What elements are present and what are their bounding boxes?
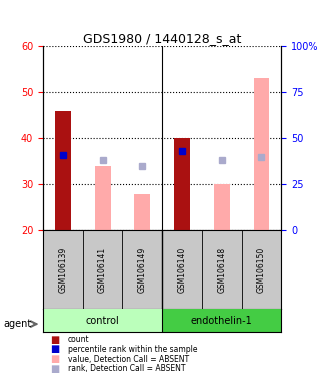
Bar [214, 184, 230, 230]
Text: agent: agent [3, 319, 31, 329]
Text: ■: ■ [50, 364, 59, 374]
Bar [95, 166, 111, 230]
Text: GSM106140: GSM106140 [177, 247, 187, 293]
Title: GDS1980 / 1440128_s_at: GDS1980 / 1440128_s_at [83, 32, 241, 45]
Text: count: count [68, 335, 89, 344]
Text: GSM106141: GSM106141 [98, 247, 107, 293]
Text: ■: ■ [50, 335, 59, 345]
Bar [55, 111, 71, 230]
Text: GSM106139: GSM106139 [58, 247, 68, 293]
Text: percentile rank within the sample: percentile rank within the sample [68, 345, 197, 354]
Text: value, Detection Call = ABSENT: value, Detection Call = ABSENT [68, 354, 189, 364]
Text: ■: ■ [50, 354, 59, 364]
Text: endothelin-1: endothelin-1 [191, 316, 253, 326]
Bar [43, 309, 162, 332]
Text: GSM106149: GSM106149 [138, 247, 147, 293]
Bar [174, 138, 190, 230]
Text: control: control [86, 316, 119, 326]
Bar [134, 194, 150, 230]
Bar [162, 309, 281, 332]
Text: GSM106150: GSM106150 [257, 247, 266, 293]
Text: ■: ■ [50, 344, 59, 354]
Text: rank, Detection Call = ABSENT: rank, Detection Call = ABSENT [68, 364, 185, 373]
Bar [254, 78, 269, 230]
Text: GSM106148: GSM106148 [217, 247, 226, 293]
